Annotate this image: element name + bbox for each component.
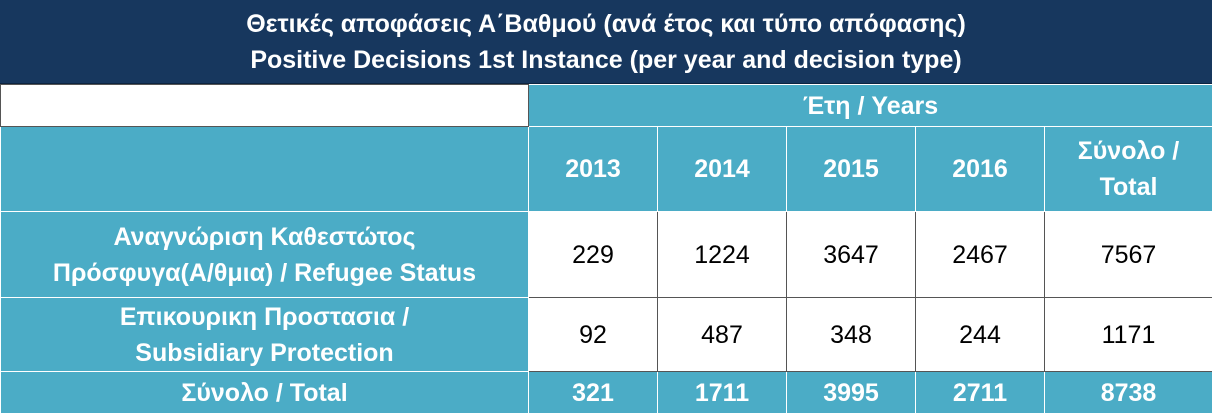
- value-cell: 348: [786, 297, 916, 372]
- table-row: Αναγνώριση Καθεστώτος Πρόσφυγα(Α/θμια) / …: [0, 211, 1212, 298]
- value-cell: 487: [657, 297, 787, 372]
- table-row: 2013 2014 2015 2016 Σύνολο / Total: [0, 126, 1212, 212]
- total-value: 3995: [786, 371, 916, 414]
- total-value: 2711: [915, 371, 1045, 414]
- value-cell: 229: [528, 211, 658, 298]
- column-header: Σύνολο / Total: [1044, 126, 1212, 212]
- table-row: Έτη / Years: [0, 84, 1212, 127]
- table-row: Επικουρικη Προστασια / Subsidiary Protect…: [0, 297, 1212, 372]
- title-greek: Θετικές αποφάσεις Α΄Βαθμού (ανά έτος και…: [246, 10, 966, 38]
- value-cell: 2467: [915, 211, 1045, 298]
- cell-line: Σύνολο /: [1077, 137, 1180, 165]
- corner-cell: [0, 126, 529, 212]
- value-cell: 3647: [786, 211, 916, 298]
- column-header: 2015: [786, 126, 916, 212]
- value-cell: 7567: [1044, 211, 1212, 298]
- total-label: Σύνολο / Total: [0, 371, 529, 414]
- cell-line: Subsidiary Protection: [135, 338, 394, 367]
- decisions-table: Έτη / Years 2013 2014 2015 2016 Σύνολο / Total…: [0, 84, 1212, 414]
- column-header: 2013: [528, 126, 658, 212]
- total-value: 8738: [1044, 371, 1212, 414]
- value-cell: 1224: [657, 211, 787, 298]
- row-label: Αναγνώριση Καθεστώτος Πρόσφυγα(Α/θμια) / …: [0, 211, 529, 298]
- column-header: 2016: [915, 126, 1045, 212]
- cell-line: Πρόσφυγα(Α/θμια) / Refugee Status: [52, 258, 477, 287]
- table-row: Σύνολο / Total 321 1711 3995 2711 8738: [0, 371, 1212, 414]
- years-label: Έτη / Years: [528, 84, 1212, 127]
- value-cell: 92: [528, 297, 658, 372]
- cell-line: Αναγνώριση Καθεστώτος: [113, 222, 416, 251]
- column-header: 2014: [657, 126, 787, 212]
- cell-line: 2013: [565, 155, 621, 183]
- title-band: Θετικές αποφάσεις Α΄Βαθμού (ανά έτος και…: [0, 0, 1212, 84]
- cell-line: Επικουρικη Προστασια /: [119, 302, 410, 331]
- value-cell: 244: [915, 297, 1045, 372]
- total-value: 321: [528, 371, 658, 414]
- value-cell: 1171: [1044, 297, 1212, 372]
- blank-cell: [0, 84, 529, 127]
- total-value: 1711: [657, 371, 787, 414]
- row-label: Επικουρικη Προστασια / Subsidiary Protect…: [0, 297, 529, 372]
- cell-line: Total: [1099, 173, 1158, 201]
- title-english: Positive Decisions 1st Instance (per yea…: [250, 46, 962, 74]
- cell-line: 2016: [952, 155, 1008, 183]
- cell-line: 2015: [823, 155, 879, 183]
- cell-line: 2014: [694, 155, 750, 183]
